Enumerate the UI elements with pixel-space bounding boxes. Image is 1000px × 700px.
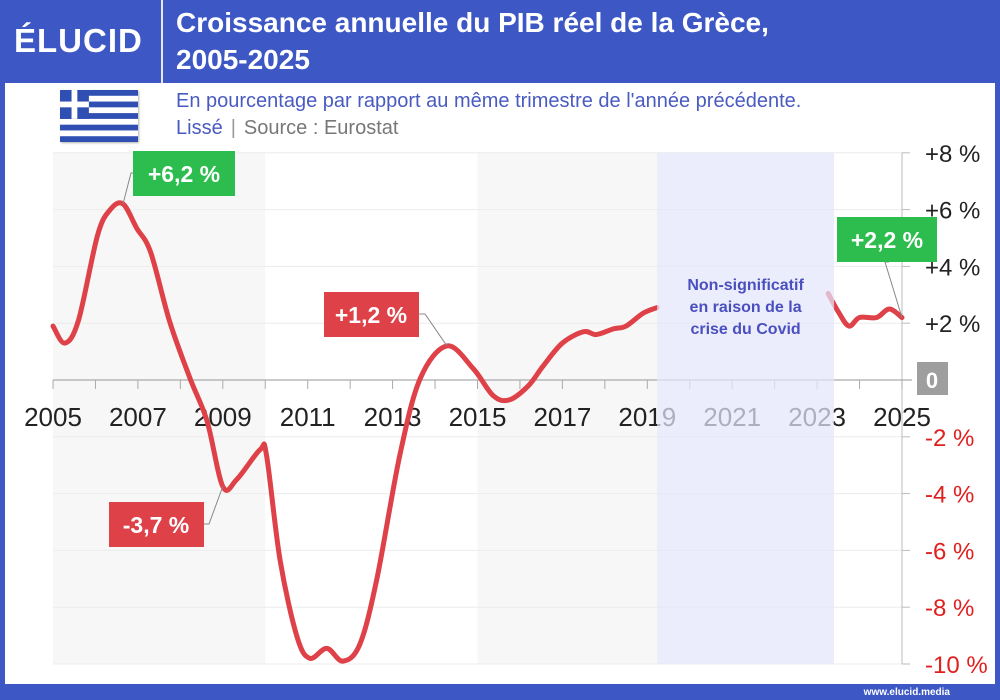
annotation-label: +1,2 % [335, 302, 407, 328]
greece-flag-icon [60, 90, 138, 142]
x-tick-label: 2015 [449, 402, 507, 432]
x-tick-label: 2011 [280, 402, 336, 432]
annotation-label: +2,2 % [851, 227, 923, 253]
smoothed-label: Lissé [176, 117, 223, 139]
annotation-label: +6,2 % [148, 161, 220, 187]
covid-band [657, 152, 835, 665]
background-band [53, 152, 266, 665]
covid-label-line: en raison de la [690, 299, 802, 316]
y-tick-label: 0 [926, 368, 938, 393]
title-line-2: 2005-2025 [176, 44, 310, 75]
x-tick-label: 2007 [109, 402, 167, 432]
y-tick-label: +8 % [925, 141, 980, 168]
separator: | [230, 117, 236, 139]
y-tick-label: -4 % [925, 482, 974, 509]
x-tick-label: 2025 [873, 402, 931, 432]
background-band [477, 152, 658, 665]
series-line-post-covid [825, 290, 905, 329]
annotation-box [837, 217, 937, 262]
header: ÉLUCID Croissance annuelle du PIB réel d… [0, 0, 1000, 83]
y-tick-label: -10 % [925, 652, 988, 679]
annotation-leader-line [203, 486, 224, 525]
y-tick-label: +2 % [925, 311, 980, 338]
zero-label-box [917, 362, 948, 395]
source-label: Source : Eurostat [243, 117, 399, 139]
annotation-leader-line [419, 313, 448, 347]
annotation-box [109, 502, 204, 547]
annotation-box [133, 151, 235, 196]
elucid-logo: ÉLUCID [14, 22, 143, 59]
title-line-1: Croissance annuelle du PIB réel de la Gr… [176, 7, 769, 38]
x-tick-label: 2017 [533, 402, 591, 432]
page-title: Croissance annuelle du PIB réel de la Gr… [176, 4, 976, 78]
subtitle-line-1: En pourcentage par rapport au même trime… [176, 90, 802, 112]
y-tick-label: -8 % [925, 595, 974, 622]
header-divider [161, 0, 163, 83]
subtitle: En pourcentage par rapport au même trime… [176, 88, 801, 142]
covid-label-line: Non-significatif [687, 277, 804, 294]
footer-url[interactable]: www.elucid.media [863, 687, 950, 698]
annotation-box [324, 292, 419, 337]
x-tick-label: 2005 [24, 402, 82, 432]
y-tick-label: -6 % [925, 538, 974, 565]
series-line-pre-covid [50, 200, 660, 664]
y-tick-label: -2 % [925, 425, 974, 452]
covid-label-line: crise du Covid [690, 321, 800, 338]
annotation-label: -3,7 % [123, 512, 189, 538]
